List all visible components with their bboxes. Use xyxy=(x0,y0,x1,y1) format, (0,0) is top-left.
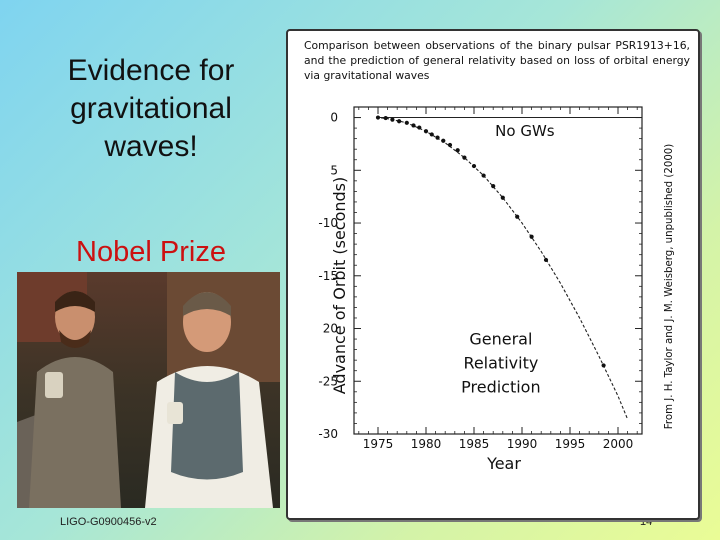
y-tick-label: 5 xyxy=(330,163,338,177)
data-point xyxy=(543,257,549,263)
data-point xyxy=(383,115,388,121)
data-point xyxy=(529,234,534,239)
footer-doc-id: LIGO-G0900456-v2 xyxy=(60,516,157,528)
orbit-advance-chart: 1975 1980 1985 1990 1995 2000 0 5 -10 -15 20 -25 -30… xyxy=(318,106,675,473)
x-axis-label: Year xyxy=(486,454,521,473)
figure-caption: Comparison between observations of the b… xyxy=(304,39,690,82)
data-point xyxy=(390,117,395,122)
y-tick-label: 0 xyxy=(330,111,338,125)
y-tick-label: -30 xyxy=(318,427,338,441)
data-point xyxy=(500,195,505,200)
data-point xyxy=(417,125,422,130)
data-point xyxy=(423,129,429,134)
data-point xyxy=(491,184,496,189)
data-point xyxy=(375,115,381,120)
data-point xyxy=(515,214,520,219)
laureates-photo xyxy=(17,272,280,508)
gr-prediction-annotation: General xyxy=(469,329,532,348)
plot-frame xyxy=(353,106,643,435)
data-point xyxy=(447,142,453,148)
data-point xyxy=(471,163,477,169)
slide-title: Evidence for gravitational waves! xyxy=(67,54,235,163)
x-tick-label: 1980 xyxy=(411,437,442,451)
x-tick-label: 2000 xyxy=(603,437,634,451)
data-point xyxy=(397,119,402,124)
no-gws-annotation: No GWs xyxy=(495,122,555,140)
y-tick-label: -25 xyxy=(318,374,338,388)
nobel-prize-subtitle: Nobel Prize xyxy=(76,236,226,268)
data-point xyxy=(435,135,440,140)
y-tick-label: -10 xyxy=(318,216,338,230)
x-tick-label: 1995 xyxy=(555,437,586,451)
pulsar-figure-panel: Comparison between observations of the b… xyxy=(286,29,700,520)
y-tick-label: 20 xyxy=(323,322,338,336)
data-point xyxy=(441,138,446,143)
gr-prediction-annotation: Prediction xyxy=(461,377,540,396)
data-point xyxy=(601,363,606,368)
data-point xyxy=(429,132,434,137)
data-point xyxy=(481,173,486,178)
data-point xyxy=(462,155,467,160)
data-point xyxy=(411,123,416,128)
x-tick-label: 1990 xyxy=(507,437,538,451)
x-tick-label: 1975 xyxy=(363,437,394,451)
y-tick-label: -15 xyxy=(318,269,338,283)
data-point xyxy=(455,148,460,153)
gr-prediction-curve xyxy=(376,116,629,420)
two-men-laughing-photo-icon xyxy=(17,272,280,508)
y-axis-label: Advance of Orbit (seconds) xyxy=(330,177,349,394)
data-point xyxy=(404,120,409,125)
gr-prediction-annotation: Relativity xyxy=(463,353,538,372)
figure-credit: From J. H. Taylor and J. M. Weisberg, un… xyxy=(664,144,675,430)
x-tick-label: 1985 xyxy=(459,437,490,451)
